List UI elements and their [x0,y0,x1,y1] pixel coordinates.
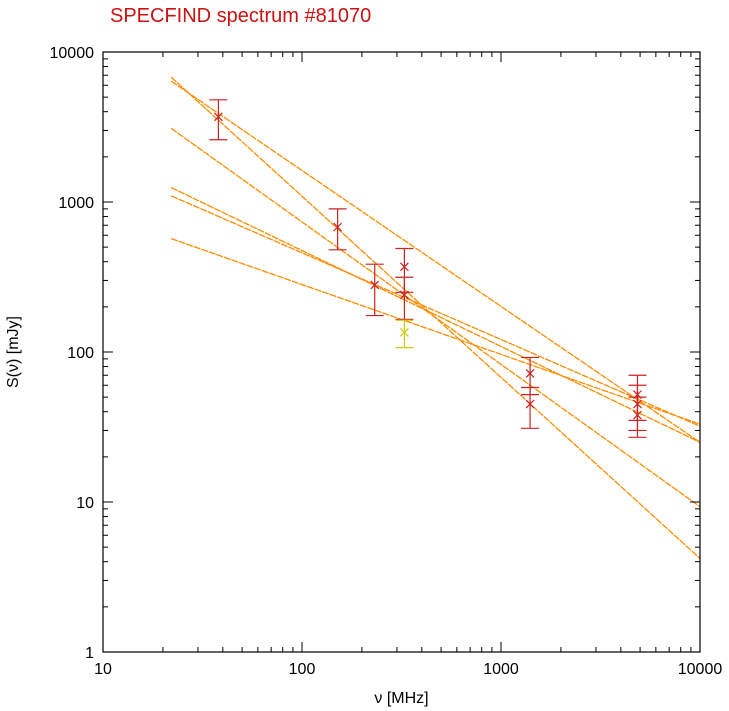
x-tick-label: 100 [289,661,316,678]
y-tick-label: 10000 [50,45,95,62]
y-tick-label: 10 [76,495,94,512]
data-point [628,396,647,438]
data-point [209,99,228,141]
plot-frame [102,51,701,653]
x-tick-label: 10 [94,661,112,678]
point-marker [399,262,409,272]
x-axis-label: ν [MHz] [374,690,428,707]
data-point [328,208,347,251]
y-tick-label: 100 [67,345,94,362]
fit-line [170,237,701,425]
point-marker [525,399,535,409]
fit-line [170,195,701,427]
data-point [521,386,540,429]
data-point [395,276,414,320]
fit-line [170,186,701,443]
fit-lines [170,76,701,559]
y-tick-label: 1 [85,645,94,662]
chart-title: SPECFIND spectrum #81070 [110,5,371,27]
point-marker [213,112,223,122]
point-marker [399,290,409,300]
point-marker [399,328,409,337]
x-tick-label: 10000 [678,661,723,678]
point-marker [333,222,343,232]
data-points [209,99,647,438]
x-tick-label: 1000 [483,661,519,678]
point-marker [633,410,642,420]
data-point [365,263,384,317]
y-axis-label: S(ν) [mJy] [5,316,22,388]
fit-line [170,127,701,508]
y-tick-label: 1000 [58,195,94,212]
point-marker [370,280,380,290]
fit-line [170,80,701,443]
point-marker [525,368,535,378]
data-point [395,319,414,349]
